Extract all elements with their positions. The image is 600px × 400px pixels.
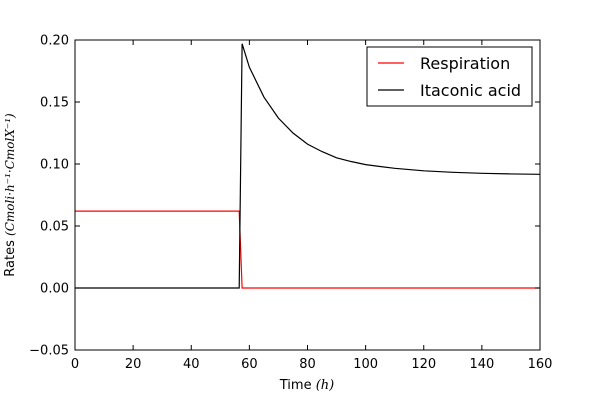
y-tick-label: 0.00 <box>40 282 69 297</box>
series-layer <box>75 43 541 289</box>
y-tick-label: 0.20 <box>40 34 69 49</box>
x-tick-label: 60 <box>241 357 258 372</box>
legend-label-itaconic-acid: Itaconic acid <box>420 81 521 100</box>
x-tick-label: 80 <box>299 357 316 372</box>
y-tick-label: 0.05 <box>40 220 69 235</box>
y-tick-label: −0.05 <box>29 344 69 359</box>
x-tick-label: 20 <box>125 357 142 372</box>
x-tick-label: 40 <box>183 357 200 372</box>
y-axis-label: Rates (Cmoli·h⁻¹·CmolX⁻¹) <box>3 113 18 277</box>
legend: Respiration Itaconic acid <box>366 46 533 107</box>
x-tick-label: 120 <box>411 357 436 372</box>
legend-box <box>366 46 533 107</box>
series-line-itaconic-acid <box>75 43 541 289</box>
ticks-layer: 0 20 40 60 80 100 120 140 160 −0.05 0.00 0.05 0.10 0.… <box>29 34 552 373</box>
x-tick-label: 160 <box>528 357 553 372</box>
y-tick-label: 0.15 <box>40 96 69 111</box>
y-tick-label: 0.10 <box>40 158 69 173</box>
x-axis-label: Time (h) <box>279 378 335 393</box>
x-tick-label: 0 <box>71 357 79 372</box>
x-tick-label: 100 <box>353 357 378 372</box>
legend-label-respiration: Respiration <box>420 54 510 73</box>
series-line-respiration <box>75 210 540 289</box>
x-tick-label: 140 <box>469 357 494 372</box>
